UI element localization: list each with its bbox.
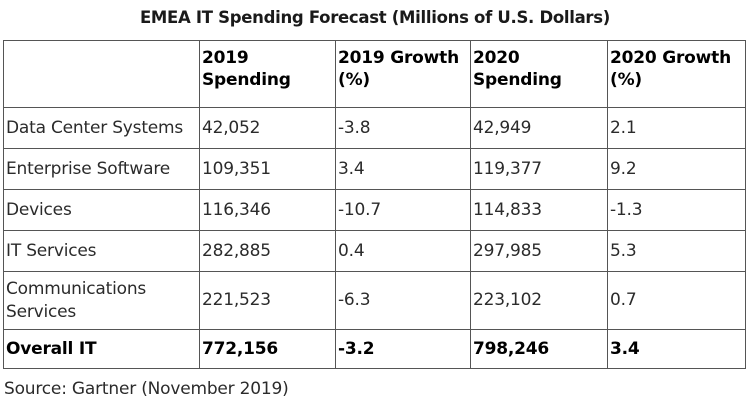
row-label: IT Services <box>3 230 200 272</box>
row-label: Communications Services <box>3 271 200 330</box>
cell-2020-growth: -1.3 <box>607 189 746 231</box>
total-label: Overall IT <box>3 329 200 369</box>
table-row: IT Services 282,885 0.4 297,985 5.3 <box>3 230 746 272</box>
row-label: Devices <box>3 189 200 231</box>
cell-2019-growth: 0.4 <box>335 230 471 272</box>
cell-2020-spending: 42,949 <box>470 107 608 149</box>
cell-2019-spending: 116,346 <box>199 189 336 231</box>
cell-2020-growth: 2.1 <box>607 107 746 149</box>
table-title: EMEA IT Spending Forecast (Millions of U… <box>139 8 611 27</box>
cell-2019-spending: 109,351 <box>199 148 336 190</box>
cell-2019-growth: -3.8 <box>335 107 471 149</box>
cell-2019-growth: -10.7 <box>335 189 471 231</box>
cell-2020-spending: 297,985 <box>470 230 608 272</box>
cell-2019-growth: -6.3 <box>335 271 471 330</box>
table-row: Communications Services 221,523 -6.3 223… <box>3 271 746 330</box>
cell-2020-spending: 119,377 <box>470 148 608 190</box>
cell-2020-growth: 9.2 <box>607 148 746 190</box>
header-cell-2020-growth: 2020 Growth (%) <box>607 40 746 108</box>
cell-2019-spending: 221,523 <box>199 271 336 330</box>
total-row: Overall IT 772,156 -3.2 798,246 3.4 <box>3 329 746 369</box>
source-note: Source: Gartner (November 2019) <box>4 379 289 399</box>
row-label: Data Center Systems <box>3 107 200 149</box>
total-2020-spending: 798,246 <box>470 329 608 369</box>
spending-table: 2019 Spending 2019 Growth (%) 2020 Spend… <box>3 40 746 369</box>
header-cell-2020-spending: 2020 Spending <box>470 40 608 108</box>
cell-2019-spending: 42,052 <box>199 107 336 149</box>
cell-2020-growth: 0.7 <box>607 271 746 330</box>
header-cell-2019-growth: 2019 Growth (%) <box>335 40 471 108</box>
cell-2020-spending: 114,833 <box>470 189 608 231</box>
total-2019-spending: 772,156 <box>199 329 336 369</box>
header-cell-corner <box>3 40 200 108</box>
table-row: Enterprise Software 109,351 3.4 119,377 … <box>3 148 746 190</box>
header-row: 2019 Spending 2019 Growth (%) 2020 Spend… <box>3 40 746 108</box>
cell-2020-growth: 5.3 <box>607 230 746 272</box>
cell-2020-spending: 223,102 <box>470 271 608 330</box>
total-2020-growth: 3.4 <box>607 329 746 369</box>
table-row: Data Center Systems 42,052 -3.8 42,949 2… <box>3 107 746 149</box>
header-cell-2019-spending: 2019 Spending <box>199 40 336 108</box>
table-row: Devices 116,346 -10.7 114,833 -1.3 <box>3 189 746 231</box>
cell-2019-spending: 282,885 <box>199 230 336 272</box>
row-label: Enterprise Software <box>3 148 200 190</box>
cell-2019-growth: 3.4 <box>335 148 471 190</box>
total-2019-growth: -3.2 <box>335 329 471 369</box>
